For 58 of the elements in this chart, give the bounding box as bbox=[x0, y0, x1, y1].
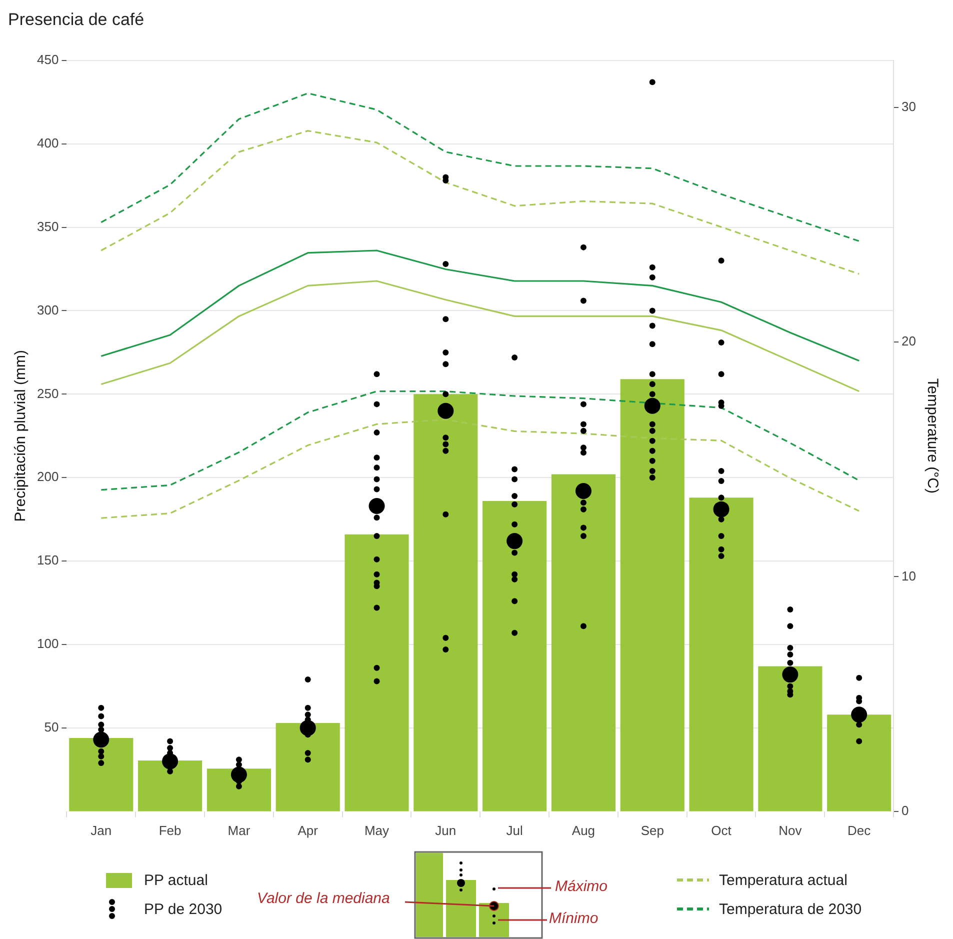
bar bbox=[827, 714, 892, 812]
legend-diagram: Valor de la mediana Máximo Mínimo bbox=[255, 850, 625, 939]
point bbox=[506, 533, 523, 550]
y2-axis-title: Temperature (°C) bbox=[924, 378, 941, 494]
y-tick-label: 400 bbox=[36, 135, 59, 150]
point bbox=[851, 706, 868, 723]
bar bbox=[69, 738, 134, 812]
y2-tick-label: 20 bbox=[902, 334, 916, 349]
point bbox=[713, 501, 730, 518]
bar bbox=[276, 722, 340, 812]
y-tick-label: 50 bbox=[44, 720, 59, 735]
legend-label: Temperatura actual bbox=[719, 872, 848, 888]
line-series bbox=[100, 390, 860, 491]
legend-label: PP de 2030 bbox=[144, 900, 222, 918]
bar bbox=[414, 394, 478, 812]
y-tick-label: 100 bbox=[36, 636, 59, 652]
point bbox=[93, 732, 110, 748]
x-tick-label: Mar bbox=[228, 822, 251, 838]
y2-tick-label: 10 bbox=[902, 568, 916, 584]
y-tick-label: 200 bbox=[36, 469, 59, 484]
point bbox=[368, 498, 385, 514]
x-tick-label: Oct bbox=[711, 822, 732, 838]
point bbox=[644, 398, 660, 414]
y2-tick-label: 0 bbox=[902, 802, 909, 818]
bar bbox=[344, 534, 409, 812]
y-axis-title: Precipitación pluvial (mm) bbox=[12, 350, 30, 522]
legend-label: PP actual bbox=[144, 872, 208, 888]
x-tick-label: Jul bbox=[506, 822, 523, 838]
x-tick-label: May bbox=[364, 822, 390, 838]
bar bbox=[689, 498, 754, 812]
bar bbox=[206, 768, 271, 812]
y2-tick-label: 30 bbox=[902, 98, 916, 114]
point bbox=[162, 753, 178, 770]
point bbox=[438, 402, 454, 419]
y-tick-label: 300 bbox=[36, 302, 59, 318]
y-tick-label: 150 bbox=[36, 552, 59, 568]
bar bbox=[138, 760, 202, 812]
legend-label: Temperatura de 2030 bbox=[719, 900, 862, 918]
x-tick-label: Jan bbox=[90, 822, 112, 838]
line-series bbox=[100, 130, 860, 275]
point bbox=[782, 666, 798, 683]
y-tick-label: 250 bbox=[36, 386, 59, 401]
line-series bbox=[100, 92, 860, 242]
x-tick-label: Apr bbox=[298, 822, 319, 838]
x-tick-label: Aug bbox=[572, 822, 596, 838]
y-tick-label: 450 bbox=[36, 52, 59, 67]
point bbox=[575, 482, 592, 499]
y-tick-label: 350 bbox=[36, 218, 59, 234]
x-tick-label: Jun bbox=[435, 822, 456, 838]
x-tick-label: Dec bbox=[848, 822, 872, 838]
bar bbox=[551, 474, 616, 812]
x-tick-label: Nov bbox=[778, 822, 802, 838]
bar bbox=[620, 379, 684, 812]
bar bbox=[482, 500, 547, 812]
x-tick-label: Feb bbox=[158, 822, 182, 838]
chart-title: Presencia de café bbox=[8, 10, 144, 29]
x-tick-label: Sep bbox=[640, 822, 664, 838]
bar bbox=[758, 666, 822, 812]
